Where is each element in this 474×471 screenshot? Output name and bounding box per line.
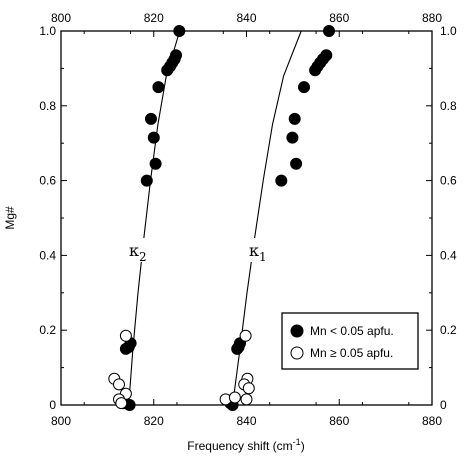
point-mn-low: [286, 131, 299, 144]
point-mn-low: [147, 131, 160, 144]
point-mn-high: [228, 391, 241, 404]
x-tick-label: 860: [329, 414, 349, 428]
x-tick-label: 840: [236, 414, 256, 428]
y-tick-label-right: 1.0: [440, 24, 457, 38]
point-mn-low: [140, 174, 153, 187]
y-tick-label: 1.0: [39, 24, 56, 38]
y-tick-label: 0.8: [39, 99, 56, 113]
y-tick-label: 0.2: [39, 323, 56, 337]
y-tick-label-right: 0.2: [440, 323, 457, 337]
y-tick-label-right: 0: [440, 398, 447, 412]
curve-label-kappa1: κ1: [249, 241, 267, 264]
y-tick-label: 0.4: [39, 248, 56, 262]
x-axis-title: Frequency shift (cm-1): [187, 437, 304, 453]
legend-box: [281, 312, 419, 370]
curve-labels: κ2 κ1: [127, 238, 273, 264]
point-mn-low: [231, 342, 244, 355]
y-axis-title: Mg#: [3, 206, 17, 230]
legend-marker-open: [290, 346, 304, 360]
point-mn-low: [161, 64, 174, 77]
y-tick-label-right: 0.8: [440, 99, 457, 113]
point-mn-high: [115, 397, 128, 410]
y-tick-label-right: 0.6: [440, 174, 457, 188]
x-tick-label: 820: [144, 414, 164, 428]
point-mn-high: [119, 329, 132, 342]
point-mn-high: [240, 393, 253, 406]
point-mn-low: [145, 112, 157, 125]
point-mn-low: [173, 25, 186, 37]
x-tick-label-top: 840: [236, 11, 256, 25]
legend-marker-filled: [290, 324, 304, 338]
point-mn-low: [298, 81, 310, 94]
legend-label-filled: Mn < 0.05 apfu.: [310, 324, 394, 338]
y-tick-label: 0: [49, 398, 56, 412]
point-mn-low: [290, 157, 303, 170]
legend: Mn < 0.05 apfu. Mn ≥ 0.05 apfu.: [281, 312, 419, 370]
x-tick-label-top: 860: [329, 11, 349, 25]
point-mn-low: [288, 112, 301, 125]
data-points: [108, 25, 335, 411]
x-tick-label-top: 880: [422, 11, 442, 25]
x-tick-label: 800: [51, 414, 71, 428]
point-mn-high: [242, 382, 255, 395]
y-tick-label-right: 0.4: [440, 248, 457, 262]
legend-label-open: Mn ≥ 0.05 apfu.: [310, 346, 393, 360]
point-mn-low: [119, 342, 132, 355]
point-mn-low: [149, 157, 162, 170]
curve-label-kappa2: κ2: [129, 241, 147, 264]
point-mn-low: [323, 25, 335, 37]
point-mn-low: [152, 81, 165, 94]
point-mn-high: [113, 378, 125, 391]
point-mn-low: [275, 174, 288, 187]
y-tick-label: 0.6: [39, 174, 56, 188]
point-mn-low: [309, 64, 322, 77]
axis-ticks: 800 800 820 820 840 840 860 860 880 880 0 0 0.2 0.2 0.…: [39, 11, 457, 428]
x-tick-label-top: 820: [144, 11, 164, 25]
point-mn-high: [239, 329, 252, 342]
x-tick-label-top: 800: [51, 11, 71, 25]
x-tick-label: 880: [422, 414, 442, 428]
